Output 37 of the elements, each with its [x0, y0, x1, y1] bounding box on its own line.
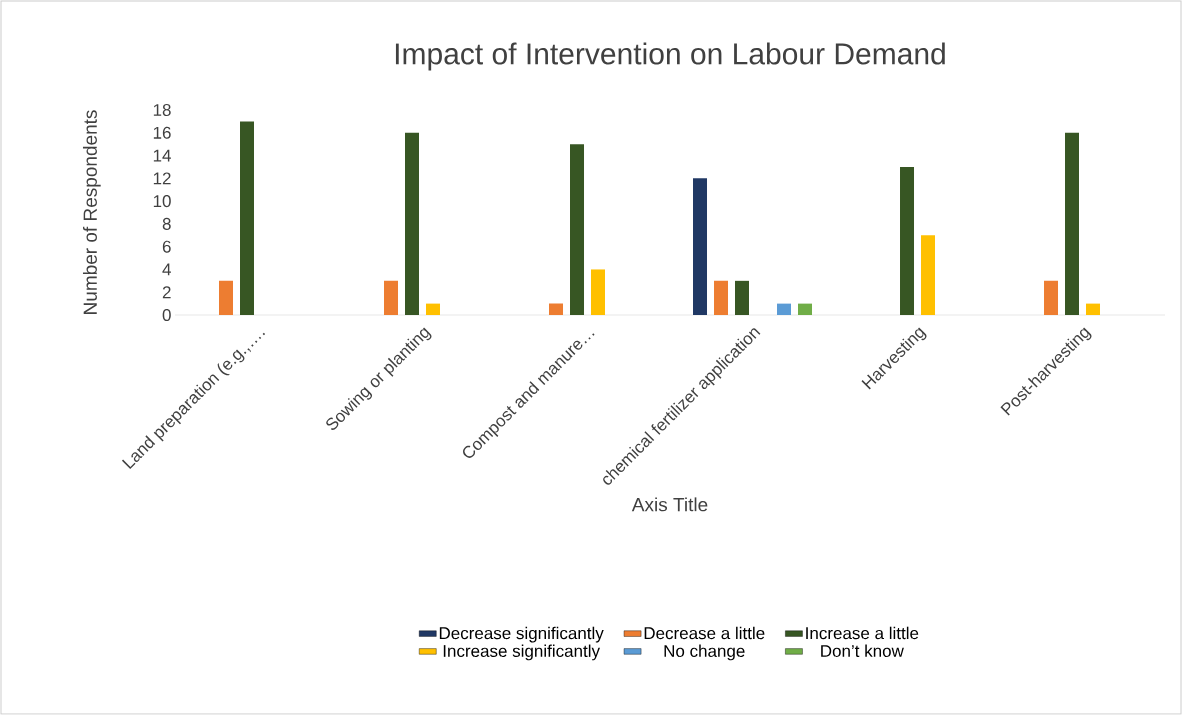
x-axis-title: Axis Title — [631, 497, 708, 512]
bar — [549, 303, 564, 315]
y-tick-label: 0 — [162, 308, 171, 322]
y-tick-label: 12 — [153, 172, 171, 185]
legend-label: Decrease a little — [644, 626, 765, 640]
y-tick-label: 6 — [162, 240, 171, 253]
y-tick-label: 16 — [153, 126, 171, 139]
bar — [921, 235, 936, 315]
legend-label: Increase significantly — [443, 644, 600, 661]
chart-title: Impact of Intervention on Labour Demand — [395, 42, 945, 71]
bar — [1065, 132, 1080, 315]
legend-label: Don’t know — [821, 644, 904, 658]
legend-label: Decrease significantly — [439, 626, 604, 643]
bar — [384, 280, 398, 315]
bar — [693, 178, 708, 315]
bar — [714, 280, 729, 315]
y-tick-label: 18 — [153, 103, 171, 117]
y-tick-label: 2 — [162, 286, 171, 299]
bar — [900, 166, 915, 315]
legend-label: Increase a little — [806, 626, 919, 640]
bar — [591, 269, 606, 315]
bar — [240, 121, 254, 315]
bar — [570, 144, 585, 315]
bar — [1044, 280, 1059, 315]
legend-label: No change — [664, 644, 745, 661]
y-tick-label: 8 — [162, 217, 171, 230]
y-tick-label: 14 — [153, 149, 171, 162]
bar — [735, 280, 750, 315]
bar — [405, 132, 420, 315]
bar — [777, 303, 792, 315]
y-tick-label: 10 — [153, 195, 171, 208]
bar — [1086, 303, 1101, 315]
bar — [426, 303, 441, 315]
bar — [219, 280, 233, 315]
y-axis-title: Number of Respondents — [82, 110, 101, 314]
y-tick-label: 4 — [162, 263, 171, 276]
bar — [798, 303, 813, 315]
